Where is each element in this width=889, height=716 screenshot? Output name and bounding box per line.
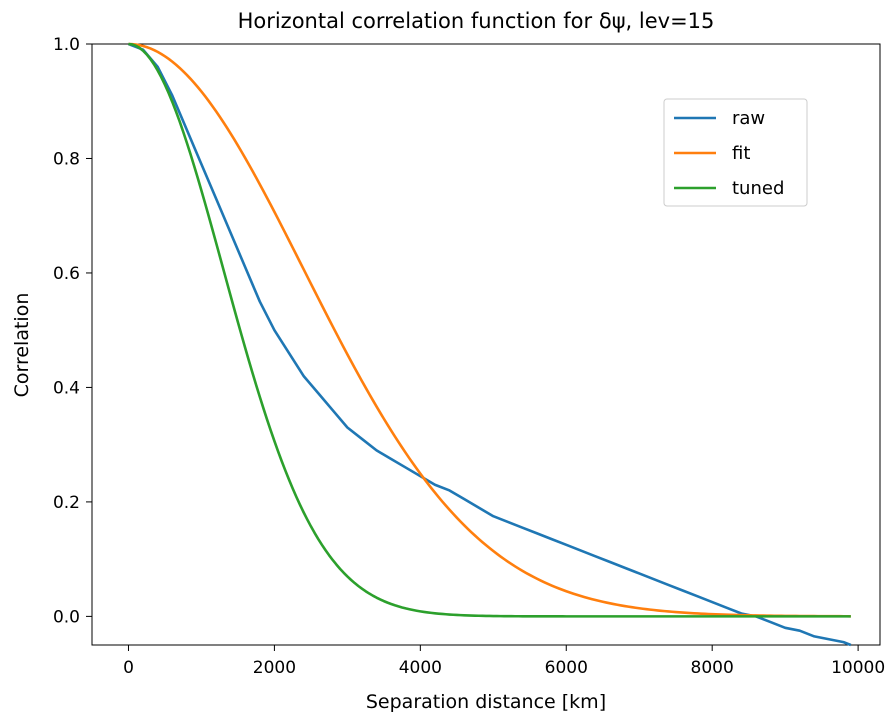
chart-title: Horizontal correlation function for δψ, … [238,9,715,33]
x-axis: 0 2000 4000 6000 8000 10000 [123,645,885,678]
x-axis-label: Separation distance [km] [366,691,606,713]
y-axis-label: Correlation [11,293,33,398]
legend-label-fit: fit [732,143,750,164]
y-tick-label: 1.0 [53,35,80,55]
plot-area [91,43,881,646]
x-tick-label: 8000 [691,658,734,678]
x-tick-label: 0 [123,658,134,678]
x-tick-label: 2000 [253,658,296,678]
x-tick-label: 4000 [399,658,442,678]
x-tick-label: 6000 [545,658,588,678]
legend-label-tuned: tuned [732,178,784,199]
plot-frame [91,43,881,646]
chart-legend: raw fit tuned [663,98,808,207]
legend-label-raw: raw [732,108,765,129]
y-tick-label: 0.8 [53,149,80,169]
y-tick-label: 0.2 [53,493,80,513]
y-tick-label: 0.0 [53,607,80,627]
y-tick-label: 0.6 [53,264,80,284]
series-line-fit [128,42,851,618]
series-lines [128,42,852,647]
y-axis: 0.0 0.2 0.4 0.6 0.8 1.0 [53,35,92,627]
x-tick-label: 10000 [831,658,885,678]
series-line-raw [128,42,852,647]
y-tick-label: 0.4 [53,378,80,398]
legend-box [663,98,808,207]
series-line-tuned [128,42,851,618]
